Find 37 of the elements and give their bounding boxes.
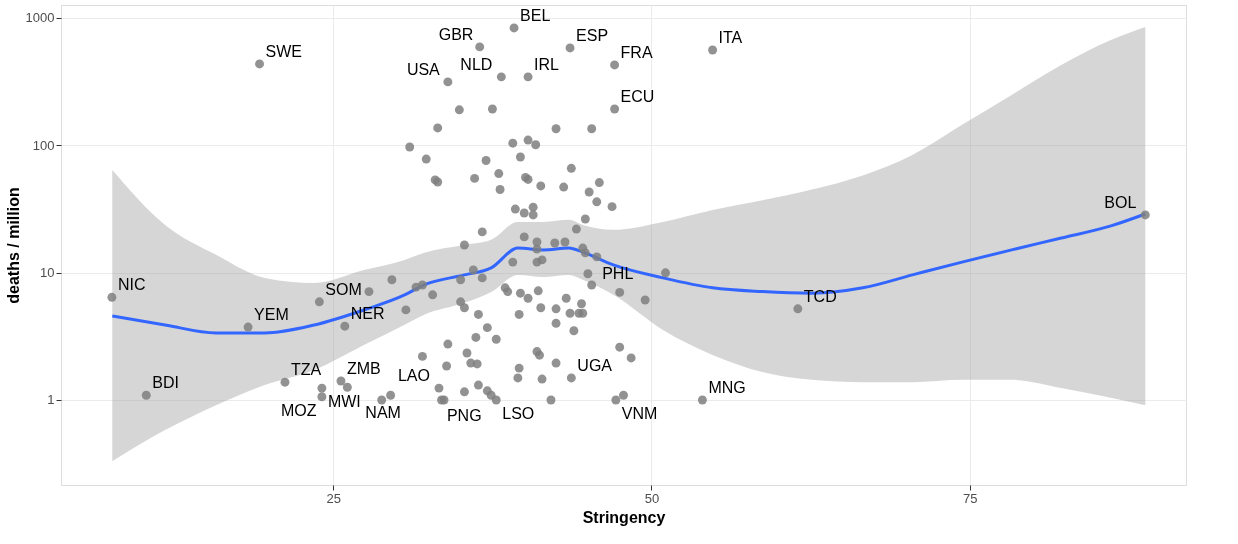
annotation: ZMB — [346, 360, 381, 377]
annotation: SWE — [265, 42, 302, 60]
annotation: USA — [406, 60, 441, 78]
annotation: ITA — [718, 28, 743, 46]
annotation: MOZ — [280, 401, 317, 419]
annotation: TZA — [290, 361, 322, 379]
annotation: PNG — [446, 406, 482, 424]
y-tick-label: 10 — [40, 265, 55, 281]
annotation: ECU — [620, 87, 655, 105]
annotation: IRL — [534, 55, 560, 73]
annotation: NAM — [365, 404, 401, 422]
x-axis-title: Stringency — [582, 508, 666, 526]
annotation: YEM — [254, 306, 289, 324]
x-tick-label: 75 — [962, 490, 978, 506]
y-tick-label: 1000 — [25, 10, 55, 26]
annotation: BOL — [1104, 193, 1137, 211]
annotation: BDI — [152, 374, 179, 392]
annotation: NER — [350, 305, 385, 323]
annotation: VNM — [621, 405, 658, 422]
annotation: NLD — [460, 55, 493, 73]
x-tick-label: 50 — [644, 490, 660, 506]
annotation: UGA — [577, 356, 613, 374]
annotation: ESP — [576, 26, 609, 44]
annotation: BEL — [520, 6, 551, 24]
annotation: MWI — [327, 393, 361, 411]
annotation: LSO — [502, 405, 535, 422]
x-tick-label: 25 — [326, 490, 342, 506]
annotation: LAO — [397, 367, 430, 385]
y-tick-label: 100 — [32, 137, 55, 153]
y-tick-label: 1 — [47, 392, 55, 408]
annotation: GBR — [438, 25, 474, 43]
annotation: NIC — [117, 276, 146, 294]
annotation: SOM — [325, 280, 362, 298]
annotation: FRA — [620, 43, 653, 61]
annotation: MNG — [708, 379, 746, 396]
y-axis-title: deaths / million — [4, 187, 22, 304]
annotation: PHL — [602, 265, 634, 283]
